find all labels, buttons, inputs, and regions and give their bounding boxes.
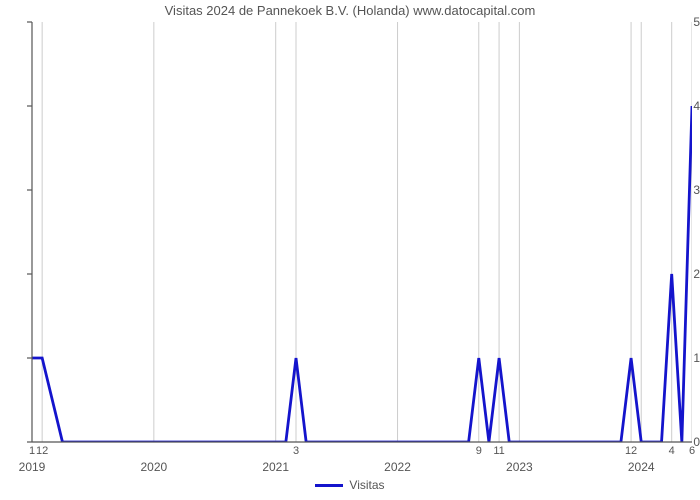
x-year-label: 2021 <box>262 460 289 474</box>
x-month-label: 1 <box>29 445 35 457</box>
y-tick-label: 2 <box>676 267 700 281</box>
x-year-label: 2024 <box>628 460 655 474</box>
x-month-label: 9 <box>476 445 482 457</box>
x-year-label: 2020 <box>140 460 167 474</box>
x-month-label: 3 <box>293 445 299 457</box>
chart-axes <box>32 22 692 442</box>
chart-container: { "chart": { "type": "line", "title": "V… <box>0 0 700 500</box>
y-tick-label: 4 <box>676 99 700 113</box>
legend-swatch <box>315 484 343 487</box>
x-year-label: 2019 <box>19 460 46 474</box>
y-tick-label: 3 <box>676 183 700 197</box>
x-month-label: 11 <box>493 445 504 457</box>
chart-legend: Visitas <box>0 478 700 492</box>
x-year-label: 2022 <box>384 460 411 474</box>
x-month-label: 12 <box>625 445 637 457</box>
x-month-label: 4 <box>669 445 675 457</box>
x-month-label: 6 <box>689 445 695 457</box>
x-year-label: 2023 <box>506 460 533 474</box>
chart-title: Visitas 2024 de Pannekoek B.V. (Holanda)… <box>0 3 700 18</box>
y-tick-label: 5 <box>676 15 700 29</box>
y-tick-label: 1 <box>676 351 700 365</box>
x-month-label: 12 <box>36 445 48 457</box>
legend-label: Visitas <box>349 478 384 492</box>
